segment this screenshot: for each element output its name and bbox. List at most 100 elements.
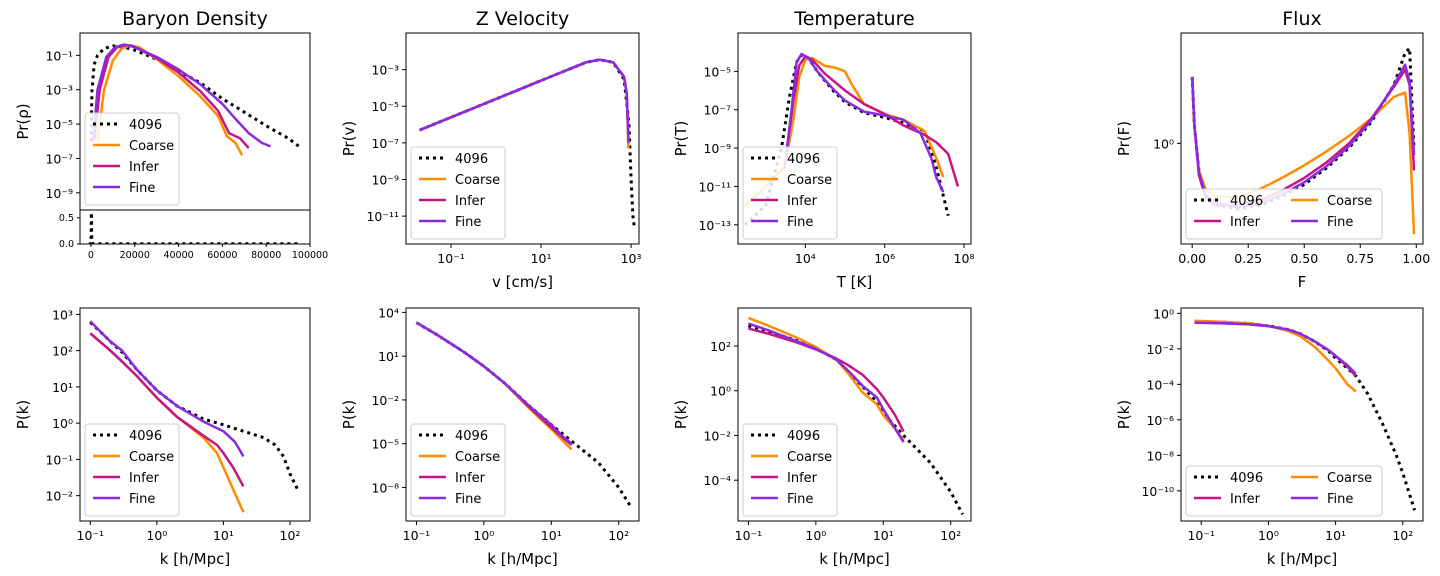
legend-box — [84, 112, 180, 206]
x-tick-label: 10¹ — [531, 251, 552, 266]
y-tick-label: 10⁻⁵ — [371, 437, 399, 452]
y-tick-label: 10⁻⁴ — [1146, 377, 1174, 392]
legend-label: 4096 — [455, 152, 488, 167]
x-tick-label: 0.75 — [1346, 251, 1374, 266]
legend-label: Fine — [787, 492, 813, 507]
legend-label: Coarse — [1327, 471, 1372, 486]
y-tick-label: 10⁻³ — [371, 63, 399, 78]
legend: 4096 Coarse Infer Fine — [410, 146, 506, 240]
y-tick-label: 10⁻⁸ — [1146, 448, 1174, 463]
y-tick-label: 10⁻² — [45, 489, 73, 504]
x-tick-label: 10⁴ — [795, 251, 816, 266]
x-tick-label: 10¹ — [873, 528, 894, 543]
legend-label: Coarse — [129, 450, 174, 465]
y-tick-label: 10¹ — [378, 349, 399, 364]
legend-label: Infer — [129, 471, 160, 486]
y-axis-label: P(k) — [340, 400, 358, 429]
y-tick-label: 10⁻⁷ — [703, 103, 731, 118]
series-line-4096 — [89, 44, 300, 148]
y-tick-label: 10⁰ — [1153, 306, 1174, 321]
legend-label: Infer — [455, 194, 486, 209]
x-axis-label: k [h/Mpc] — [819, 550, 889, 568]
y-axis-label: Pr(v) — [340, 121, 358, 157]
y-tick-label: 10⁰ — [52, 416, 73, 431]
x-axis-label: k [h/Mpc] — [1267, 550, 1337, 568]
x-tick-label: 10⁰ — [146, 528, 167, 543]
legend: 4096 Coarse Infer Fine — [742, 423, 838, 517]
legend-label: Coarse — [787, 173, 832, 188]
panel-p2: Z Velocity 10⁻¹ 10¹ 10³ 10⁻³ 10⁻⁵ 10⁻⁷ 10⁻⁹ 10⁻¹… — [340, 8, 642, 291]
y-tick-label: 10⁻⁷ — [45, 151, 73, 166]
x-tick-label: 10³ — [621, 251, 642, 266]
x-tick-label: 10⁻¹ — [77, 528, 105, 543]
y-tick-label: 10⁻¹⁰ — [1141, 484, 1174, 499]
legend-box — [410, 146, 506, 240]
panel-p7: 10⁻¹ 10⁰ 10¹ 10² 10² 10⁰ 10⁻² 10⁻⁴ k [h/Mpc] P(k)… — [672, 307, 972, 568]
legend-label: Fine — [129, 181, 155, 196]
series-line-coarse — [747, 316, 905, 442]
series-line-fine — [415, 321, 573, 445]
legend-box — [1185, 465, 1383, 517]
y-tick-label: 10⁻¹¹ — [698, 179, 731, 194]
y-axis-label: Pr(F) — [1115, 121, 1133, 156]
x-axis-label: T [K] — [836, 273, 872, 291]
x-tick-label: 10¹ — [541, 528, 562, 543]
x-tick-label: 10⁻¹ — [735, 528, 763, 543]
x-tick-label: 10⁻¹ — [403, 528, 431, 543]
legend-label: Infer — [129, 160, 160, 175]
y-tick-label: 10⁰ — [1153, 136, 1174, 151]
chart-title: Z Velocity — [476, 8, 570, 30]
legend: 4096 Coarse Infer Fine — [1185, 465, 1383, 517]
inset-x-tick-label: 80000 — [251, 250, 281, 261]
y-tick-label: 10⁻⁵ — [371, 99, 399, 114]
y-axis-label: Pr(T) — [672, 121, 690, 157]
panel-p5: 10⁻¹ 10⁰ 10¹ 10² 10³ 10² 10¹ 10⁰ 10⁻¹ 10⁻² k [h/Mp… — [14, 307, 311, 568]
x-tick-label: 10⁸ — [954, 251, 975, 266]
x-tick-label: 10⁰ — [473, 528, 494, 543]
legend-label: 4096 — [787, 429, 820, 444]
y-tick-label: 10⁻³ — [45, 83, 73, 98]
legend-label: Infer — [787, 194, 818, 209]
inset-y-tick-label: 0.5 — [59, 213, 74, 224]
y-tick-label: 10¹ — [52, 380, 73, 395]
x-tick-label: 10² — [608, 528, 629, 543]
y-tick-label: 10⁻² — [1146, 342, 1174, 357]
y-tick-label: 10⁻⁹ — [703, 141, 731, 156]
x-tick-label: 10⁰ — [805, 528, 826, 543]
series-line-infer — [748, 327, 905, 433]
legend: 4096 Coarse Infer Fine — [84, 112, 180, 206]
panel-p1: Baryon Density 10⁻¹ 10⁻³ 10⁻⁵ 10⁻⁷ 10⁻⁹ Pr(ρ) 4… — [14, 8, 311, 211]
series-line-fine — [89, 320, 245, 458]
y-tick-label: 10⁴ — [378, 305, 399, 320]
y-tick-label: 10⁻¹³ — [698, 218, 731, 233]
inset-x-tick-label: 60000 — [207, 250, 237, 261]
x-tick-label: 1.00 — [1402, 251, 1430, 266]
y-tick-label: 10⁻⁹ — [371, 172, 399, 187]
x-tick-label: 0.50 — [1290, 251, 1318, 266]
x-axis-label: k [h/Mpc] — [160, 550, 230, 568]
panel-p3: Temperature 10⁴ 10⁶ 10⁸ 10⁻⁵ 10⁻⁷ 10⁻⁹ 10⁻¹¹ 10⁻… — [672, 8, 974, 291]
series-line-infer — [783, 55, 960, 187]
y-tick-label: 10⁻¹¹ — [366, 209, 399, 224]
series-line-fine — [419, 58, 630, 143]
x-tick-label: 10² — [1392, 528, 1413, 543]
x-tick-label: 10¹ — [1325, 528, 1346, 543]
x-tick-label: 10¹ — [213, 528, 234, 543]
legend-label: Fine — [1327, 215, 1353, 230]
y-axis-label: Pr(ρ) — [14, 103, 32, 139]
x-axis-label: k [h/Mpc] — [487, 550, 557, 568]
legend-label: Fine — [455, 215, 481, 230]
x-tick-label: 0.25 — [1234, 251, 1262, 266]
series-line-coarse — [744, 56, 945, 207]
y-tick-label: 10⁻¹ — [45, 452, 73, 467]
y-axis-label: P(k) — [1115, 400, 1133, 429]
legend-label: Coarse — [1327, 194, 1372, 209]
y-tick-label: 10⁰ — [710, 384, 731, 399]
y-tick-label: 10⁻⁹ — [45, 186, 73, 201]
legend-box — [1185, 188, 1383, 240]
y-tick-label: 10⁻⁴ — [703, 473, 731, 488]
x-axis-label: v [cm/s] — [492, 273, 553, 291]
legend: 4096 Coarse Infer Fine — [1185, 188, 1383, 240]
y-tick-label: 10³ — [52, 307, 73, 322]
